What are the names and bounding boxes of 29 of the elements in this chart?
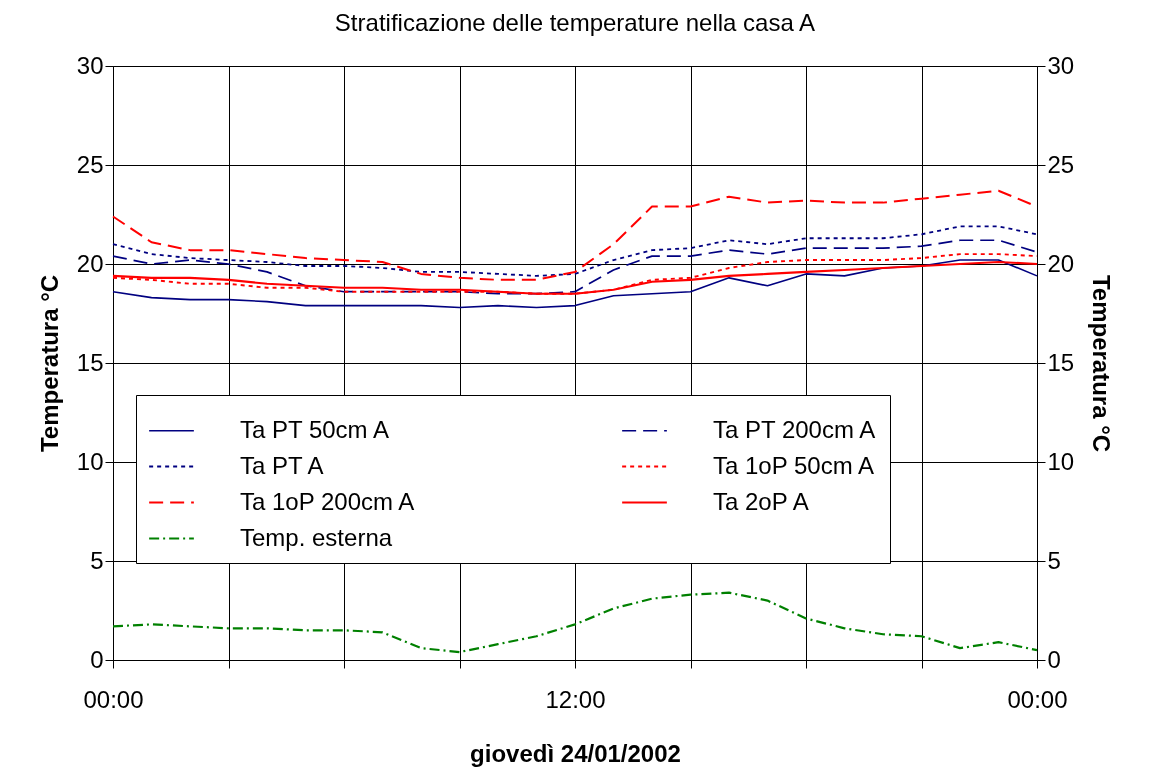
y-tick-label: 15 [76, 348, 104, 376]
y-tick-label: 10 [76, 447, 104, 475]
y2-tick-label: 30 [1047, 51, 1075, 79]
y2-tick-label: 25 [1047, 150, 1075, 178]
y2-tick-label: 20 [1047, 249, 1075, 277]
x-tick-label: 12:00 [545, 685, 606, 713]
y2-tick-label: 15 [1047, 348, 1075, 376]
chart-title: Stratificazione delle temperature nella casa A [334, 9, 816, 36]
y-tick-label: 30 [76, 51, 104, 79]
legend-label: Ta PT 200cm A [713, 415, 876, 443]
legend-label: Ta 2oP A [713, 487, 809, 515]
y-axis-title: Temperatura °C [35, 274, 63, 453]
y2-tick-label: 10 [1047, 447, 1075, 475]
y-tick-label: 0 [90, 645, 104, 673]
x-tick-label: 00:00 [83, 685, 144, 713]
y2-axis-title: Temperatura °C [1088, 274, 1116, 453]
line-series [111, 591, 1039, 654]
y-tick-label: 25 [76, 150, 104, 178]
y2-tick-label: 5 [1047, 546, 1061, 574]
legend-label: Ta PT A [240, 451, 324, 479]
x-axis-title: giovedì 24/01/2002 [470, 739, 681, 767]
y-tick-label: 20 [76, 249, 104, 277]
legend-label: Ta 1oP 50cm A [713, 451, 874, 479]
y-tick-label: 5 [90, 546, 104, 574]
y2-tick-label: 0 [1047, 645, 1061, 673]
legend-label: Ta 1oP 200cm A [240, 487, 415, 515]
legend-label: Ta PT 50cm A [240, 415, 389, 443]
x-tick-label: 00:00 [1007, 685, 1068, 713]
legend-label: Temp. esterna [240, 523, 393, 551]
